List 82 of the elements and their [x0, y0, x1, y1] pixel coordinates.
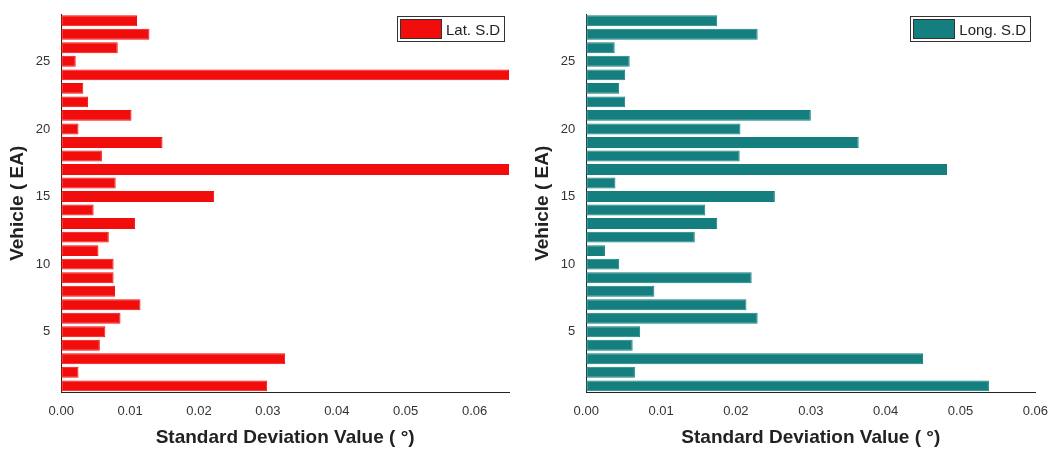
x-axis-title: Standard Deviation Value ( °) [681, 425, 941, 447]
bar [61, 69, 509, 81]
bar [61, 15, 138, 27]
x-tick-label: 0.05 [393, 402, 419, 418]
x-tick-label: 0.00 [48, 402, 74, 418]
bar [586, 245, 605, 257]
x-tick-label: 0.03 [255, 402, 281, 418]
x-tick-label: 0.01 [117, 402, 143, 418]
bar [586, 82, 620, 94]
x-tick-label: 0.02 [723, 402, 749, 418]
y-axis-title: Vehicle ( EA) [530, 145, 552, 261]
bar [586, 69, 626, 81]
bar [586, 380, 989, 392]
bar [61, 258, 114, 270]
bar [61, 150, 102, 162]
y-tick-label: 10 [560, 255, 576, 271]
x-tick-label: 0.00 [573, 402, 599, 418]
bar [586, 326, 641, 338]
x-axis-title: Standard Deviation Value ( °) [155, 425, 415, 447]
legend-label: Long. S.D [959, 20, 1027, 38]
bar [586, 312, 758, 324]
bar [61, 353, 286, 365]
y-tick-label: 5 [43, 323, 51, 339]
bar [61, 28, 150, 40]
bar [61, 326, 106, 338]
x-tick-label: 0.05 [947, 402, 974, 418]
bar [586, 204, 706, 216]
x-tick-label: 0.03 [798, 402, 824, 418]
bar [586, 109, 811, 121]
bar [61, 312, 121, 324]
bar [586, 191, 775, 202]
y-tick-label: 15 [560, 188, 576, 204]
bar [61, 285, 115, 297]
bar [61, 272, 114, 284]
bar [586, 55, 630, 67]
bar [586, 285, 655, 297]
y-tick-label: 20 [560, 120, 576, 136]
y-tick-label: 10 [35, 255, 51, 271]
bar [61, 380, 268, 392]
bar [61, 82, 84, 94]
bar [61, 299, 141, 311]
bar [61, 42, 118, 54]
bar [61, 204, 94, 216]
bar [586, 366, 635, 378]
bar [586, 28, 758, 40]
x-tick-label: 0.06 [461, 402, 488, 418]
x-tick-label: 0.01 [648, 402, 674, 418]
bar [586, 150, 740, 162]
bar [61, 96, 89, 108]
bar [586, 42, 615, 54]
legend-label: Lat. S.D [446, 20, 501, 38]
bar [61, 164, 509, 175]
bar [61, 109, 132, 121]
x-tick-label: 0.04 [324, 402, 350, 418]
bar [61, 231, 109, 243]
x-tick-label: 0.06 [1022, 402, 1049, 418]
bar [586, 164, 948, 175]
bar [61, 245, 99, 257]
y-tick-label: 20 [35, 120, 51, 136]
y-axis-title: Vehicle ( EA) [5, 145, 27, 261]
y-tick-label: 25 [560, 52, 576, 68]
bar [61, 177, 116, 189]
bar [61, 339, 100, 351]
x-tick-label: 0.04 [873, 402, 899, 418]
bar [586, 272, 752, 284]
bar [61, 218, 135, 230]
bar [586, 218, 718, 230]
bar [586, 123, 741, 135]
bar [586, 339, 633, 351]
bar [586, 15, 718, 27]
bar [586, 96, 626, 108]
bar [586, 353, 924, 365]
bar [61, 191, 215, 202]
x-tick-label: 0.02 [186, 402, 212, 418]
bar [586, 136, 859, 148]
y-tick-label: 5 [568, 323, 576, 339]
bar [586, 231, 695, 243]
bar [586, 258, 620, 270]
y-tick-label: 15 [35, 188, 51, 204]
bar [61, 136, 163, 148]
y-tick-label: 25 [35, 52, 51, 68]
bar [586, 299, 747, 311]
